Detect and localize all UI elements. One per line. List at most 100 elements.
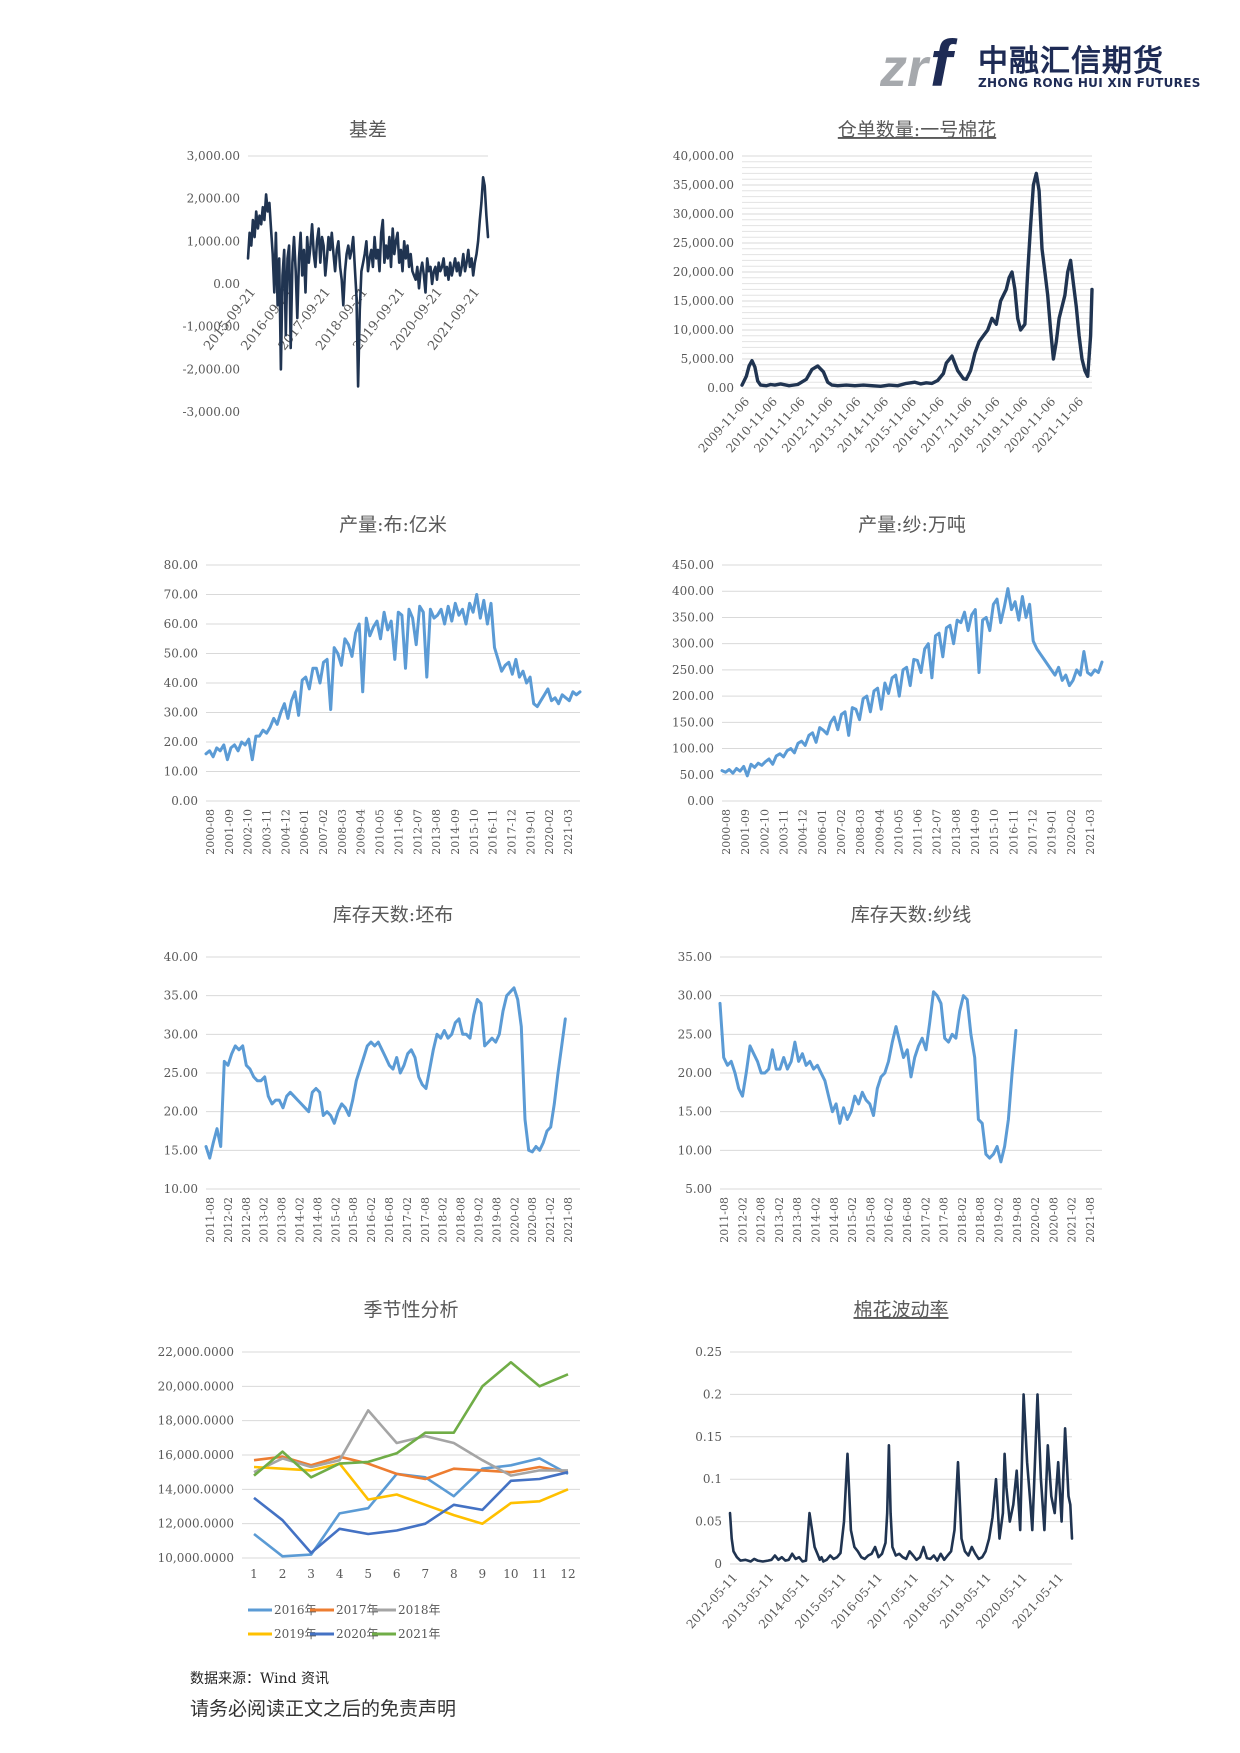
x-tick-label: 2008-03 [336,809,349,855]
y-tick-label: 12,000.0000 [158,1517,234,1531]
y-tick-label: 60.00 [164,617,198,631]
y-tick-label: 50.00 [680,768,714,782]
x-tick-label: 2019-08 [490,1197,503,1243]
y-tick-label: 25,000.00 [673,236,734,250]
x-tick-label: 2020-02 [508,1197,521,1243]
x-tick-label: 2021-03 [1084,809,1097,855]
chart-title: 基差 [349,119,387,141]
y-tick-label: 15.00 [678,1105,712,1119]
y-tick-label: 30.00 [678,989,712,1003]
x-tick-label: 2017-12 [505,809,518,855]
series-line [204,593,582,762]
y-tick-label: 15.00 [164,1143,198,1157]
x-tick-label: 2006-01 [298,809,311,855]
y-tick-label: 0 [714,1557,722,1571]
y-tick-label: 0.2 [703,1387,722,1401]
x-tick-label: 2020-08 [526,1197,539,1243]
x-tick-label: 2021-03 [562,809,575,855]
x-tick-label: 2012-07 [931,809,944,855]
y-tick-label: 450.00 [672,558,714,572]
yarn-output-chart: 产量:纱:万吨 0.00 50.00 100.00 150.00 200.00 250.00… [672,514,1104,855]
chart-title: 库存天数:坯布 [333,904,453,926]
x-tick-label: 2013-02 [773,1197,786,1243]
y-tick-label: 20,000.0000 [158,1379,234,1393]
y-tick-label: 30.00 [164,1027,198,1041]
x-tick-label: 2021-08 [1084,1197,1097,1243]
x-tick-label: 2009-04 [355,809,368,855]
chart-title: 季节性分析 [363,1299,458,1321]
y-tick-label: 25.00 [678,1027,712,1041]
y-tick-label: 0.00 [171,794,198,808]
x-tick-label: 2020-08 [1047,1197,1060,1243]
disclaimer-note: 请务必阅读正文之后的免责声明 [190,1698,457,1720]
x-tick-label: 2016-08 [901,1197,914,1243]
y-tick-label: -1,000.00 [183,320,241,334]
y-tick-label: 1,000.00 [187,234,240,248]
x-tick-label: 2020-02 [1065,809,1078,855]
legend-label: 2016年 [274,1603,317,1617]
x-tick-label: 2020-02 [1029,1197,1042,1243]
y-tick-label: 10,000.00 [673,323,734,337]
x-tick-label: 2016-02 [883,1197,896,1243]
x-tick-label: 2021-02 [544,1197,557,1243]
x-tick-label: 2019-08 [1011,1197,1024,1243]
x-tick-label: 2009-04 [873,809,886,855]
series-line [740,171,1094,388]
legend-label: 2019年 [274,1627,317,1641]
legend-label: 2020年 [336,1627,379,1641]
x-tick-label: 2011-08 [718,1197,731,1243]
y-tick-label: 0.15 [695,1430,722,1444]
chart-title: 棉花波动率 [853,1299,948,1321]
series-line [204,986,567,1160]
y-tick-label: 2,000.00 [187,192,240,206]
x-tick-label: 2015-10 [468,809,481,855]
y-tick-label: 0.00 [707,381,734,395]
x-tick-label: 2012-02 [222,1197,235,1243]
x-tick-label: 2012-02 [736,1197,749,1243]
x-tick-label: 2018-02 [437,1197,450,1243]
y-tick-label: 30.00 [164,706,198,720]
warehouse-receipt-chart: 仓单数量:一号棉花 0.00 5,000.00 10,000.00 15,000.00 2… [673,119,1094,455]
x-tick-label: 7 [421,1567,429,1581]
x-tick-label: 2017-08 [419,1197,432,1243]
svg-text:zr: zr [880,38,931,96]
y-tick-label: 18,000.0000 [158,1414,234,1428]
x-tick-label: 6 [393,1567,401,1581]
cloth-output-chart: 产量:布:亿米 0.00 10.00 20.00 30.00 40.00 50.00 60.0… [164,514,582,855]
y-tick-label: 10,000.0000 [158,1551,234,1565]
x-tick-label: 2019-02 [993,1197,1006,1243]
x-tick-label: 2007-02 [317,809,330,855]
y-tick-label: 22,000.0000 [158,1345,234,1359]
y-tick-label: 20.00 [678,1066,712,1080]
y-tick-label: 16,000.0000 [158,1448,234,1462]
x-tick-label: 2003-11 [777,809,790,855]
y-tick-label: 40.00 [164,676,198,690]
x-tick-label: 2 [279,1567,287,1581]
y-tick-label: 40,000.00 [673,149,734,163]
x-tick-label: 1 [250,1567,258,1581]
y-tick-label: 14,000.0000 [158,1482,234,1496]
y-tick-label: 35.00 [678,950,712,964]
y-tick-label: -2,000.00 [183,362,241,376]
y-tick-label: 50.00 [164,647,198,661]
chart-title: 产量:纱:万吨 [858,514,966,536]
x-tick-label: 2013-08 [276,1197,289,1243]
brand-name-en: ZHONG RONG HUI XIN FUTURES [978,76,1201,90]
x-tick-label: 2021-08 [562,1197,575,1243]
x-tick-label: 2007-02 [835,809,848,855]
y-tick-label: 0.1 [703,1472,722,1486]
x-tick-label: 2013-02 [258,1197,271,1243]
x-tick-label: 2013-08 [950,809,963,855]
series-line [253,1470,569,1555]
x-tick-label: 2017-12 [1027,809,1040,855]
y-tick-label: 10.00 [678,1143,712,1157]
x-tick-label: 2010-05 [892,809,905,855]
x-tick-label: 2000-08 [204,809,217,855]
y-tick-label: 10.00 [164,765,198,779]
series-line [253,1455,569,1481]
x-tick-label: 2002-10 [242,809,255,855]
x-tick-label: 2011-06 [912,809,925,855]
x-tick-label: 2001-09 [223,809,236,855]
series-line [728,1393,1074,1563]
y-tick-label: 150.00 [672,715,714,729]
